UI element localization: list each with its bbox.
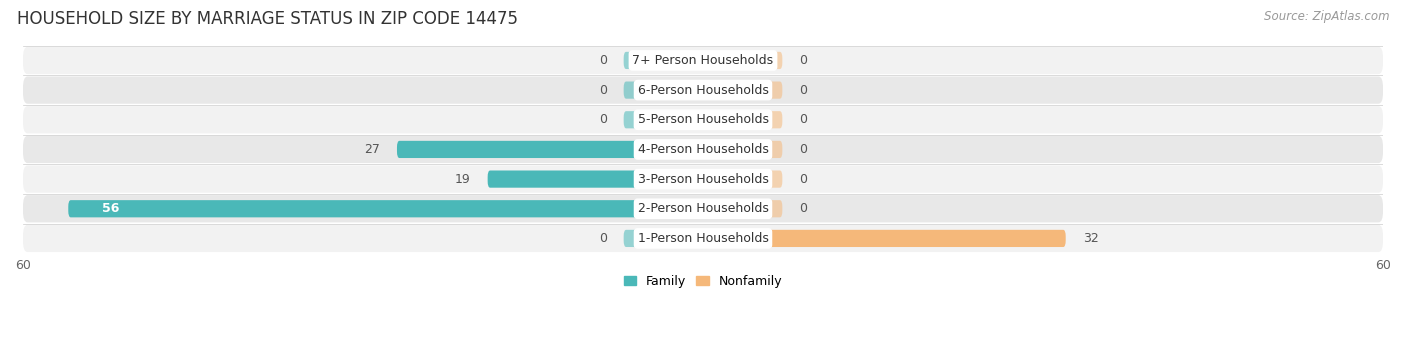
FancyBboxPatch shape [22,47,1384,74]
Text: HOUSEHOLD SIZE BY MARRIAGE STATUS IN ZIP CODE 14475: HOUSEHOLD SIZE BY MARRIAGE STATUS IN ZIP… [17,10,517,28]
Legend: Family, Nonfamily: Family, Nonfamily [619,270,787,293]
FancyBboxPatch shape [22,106,1384,133]
Text: 32: 32 [1083,232,1098,245]
Text: 56: 56 [103,202,120,215]
Text: 0: 0 [599,113,606,126]
Text: 0: 0 [599,84,606,97]
Text: 2-Person Households: 2-Person Households [637,202,769,215]
Text: 7+ Person Households: 7+ Person Households [633,54,773,67]
Text: 0: 0 [800,143,807,156]
Text: 5-Person Households: 5-Person Households [637,113,769,126]
FancyBboxPatch shape [703,141,782,158]
FancyBboxPatch shape [22,195,1384,222]
Text: 19: 19 [456,173,471,186]
Text: 0: 0 [599,232,606,245]
Text: Source: ZipAtlas.com: Source: ZipAtlas.com [1264,10,1389,23]
Text: 4-Person Households: 4-Person Households [637,143,769,156]
FancyBboxPatch shape [703,82,782,99]
FancyBboxPatch shape [703,170,782,188]
Text: 0: 0 [800,202,807,215]
Text: 0: 0 [800,84,807,97]
FancyBboxPatch shape [22,166,1384,193]
FancyBboxPatch shape [69,200,703,217]
FancyBboxPatch shape [396,141,703,158]
FancyBboxPatch shape [624,52,703,69]
Text: 0: 0 [800,113,807,126]
FancyBboxPatch shape [488,170,703,188]
Text: 1-Person Households: 1-Person Households [637,232,769,245]
Text: 0: 0 [800,173,807,186]
Text: 6-Person Households: 6-Person Households [637,84,769,97]
FancyBboxPatch shape [703,111,782,129]
Text: 3-Person Households: 3-Person Households [637,173,769,186]
FancyBboxPatch shape [22,136,1384,163]
FancyBboxPatch shape [624,230,703,247]
Text: 0: 0 [599,54,606,67]
FancyBboxPatch shape [22,225,1384,252]
Text: 27: 27 [364,143,380,156]
FancyBboxPatch shape [703,200,782,217]
Text: 0: 0 [800,54,807,67]
FancyBboxPatch shape [22,76,1384,104]
FancyBboxPatch shape [624,82,703,99]
FancyBboxPatch shape [624,111,703,129]
FancyBboxPatch shape [703,52,782,69]
FancyBboxPatch shape [703,230,1066,247]
